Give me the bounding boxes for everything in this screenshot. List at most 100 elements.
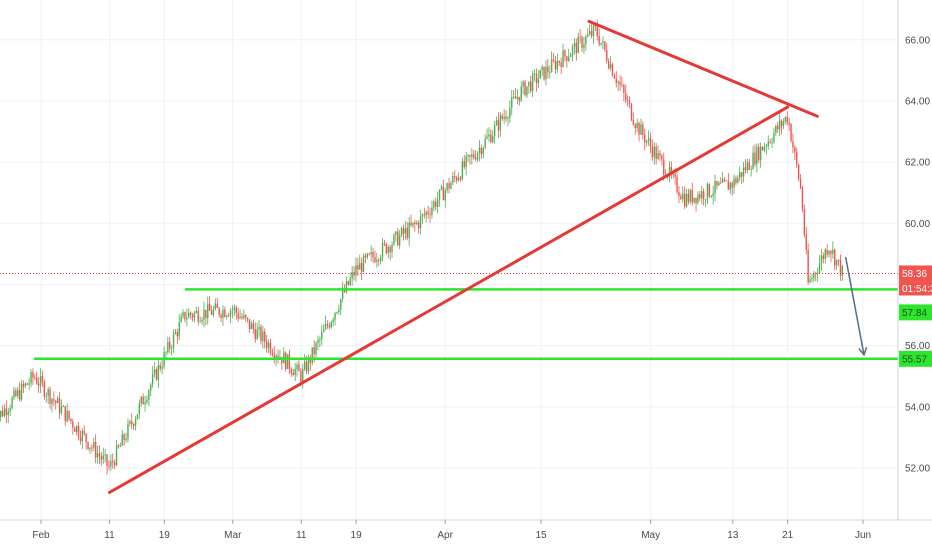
candle-body [176,332,179,337]
x-tick-label: 13 [727,530,739,541]
candle-body [372,252,374,258]
candle-body [197,310,199,322]
candle-body [560,62,562,67]
candle-body [91,447,93,449]
candle-body [577,36,579,54]
candle-body [689,190,692,202]
candle-body [587,34,589,37]
candle-body [644,134,646,143]
candle-body [613,75,616,79]
candle-body [132,424,135,426]
candle-body [723,178,726,181]
candle-body [374,257,376,262]
x-axis-ticks: Feb 11 19 Mar 11 19 Apr 15 May 13 21 Jun [32,520,871,541]
candle-body [571,46,574,55]
candle-body [123,434,125,441]
candle-body [127,423,129,439]
candle-body [24,383,27,387]
candle-body [674,173,676,177]
candle-body [476,152,479,160]
candle-body [744,167,747,171]
candle-body [378,259,380,261]
candle-body [505,116,507,119]
candle-body [34,377,36,379]
candle-body [784,117,787,122]
candle-body [319,338,321,341]
candle-body [507,118,509,119]
candle-body [199,321,201,323]
candle-body [3,408,6,416]
candle-body [321,332,323,339]
candle-body [326,324,329,326]
candle-body [36,377,38,384]
candle-body [345,281,348,292]
descending-trendline[interactable] [587,19,819,118]
candle-body [522,81,524,87]
candle-body [117,445,120,447]
candle-body [264,331,266,342]
candle-body [429,214,431,216]
candle-body [267,342,270,348]
candle-body [708,183,711,197]
candle-body [628,100,631,104]
candle-body [687,193,690,202]
candle-body [359,262,361,270]
candle-body [771,141,773,143]
candle-body [79,436,82,441]
candle-body [37,383,40,386]
candle-body [492,136,494,143]
candle-body [226,315,228,317]
candle-body [129,421,131,424]
candle-body [739,172,741,178]
candle-body [140,396,142,404]
ascending-trendline[interactable] [108,105,790,494]
candle-body [816,272,819,274]
candle-body [729,182,731,190]
candle-body [794,147,796,152]
candle-body [520,86,522,101]
candle-body [558,61,560,63]
candle-body [568,56,570,61]
candle-body [203,309,205,320]
candle-body [444,190,446,201]
candle-body [632,119,635,125]
candle-body [302,369,304,383]
candle-body [169,341,171,349]
candle-body [338,309,340,313]
candle-body [661,155,663,160]
candle-body [138,403,141,415]
candle-body [172,333,175,349]
candle-body [125,438,127,441]
candle-body [161,366,163,369]
candle-body [159,365,161,369]
candle-body [621,84,623,86]
candle-body [651,146,654,158]
candle-body [754,152,756,165]
candle-body [364,255,367,258]
candle-body [497,120,500,131]
candle-body [433,201,435,208]
candle-body [131,421,133,425]
candle-body [765,146,768,148]
candle-body [235,307,237,313]
candle-body [775,125,777,134]
candle-body [360,262,363,272]
x-tick-label: 19 [159,530,171,541]
candle-body [564,50,566,57]
candle-body [509,107,511,119]
candle-body [155,369,158,380]
candle-body [427,211,429,215]
candle-body [412,222,414,226]
candle-body [41,376,44,383]
candle-body [58,398,61,413]
candle-body [421,214,424,217]
candle-body [55,400,57,404]
projection-arrow[interactable] [844,256,868,357]
candle-body [231,309,234,311]
candle-body [294,369,296,376]
candle-body [716,181,718,186]
candle-body [431,207,433,216]
candle-body [307,357,310,372]
y-tick-label: 52.00 [905,464,930,475]
